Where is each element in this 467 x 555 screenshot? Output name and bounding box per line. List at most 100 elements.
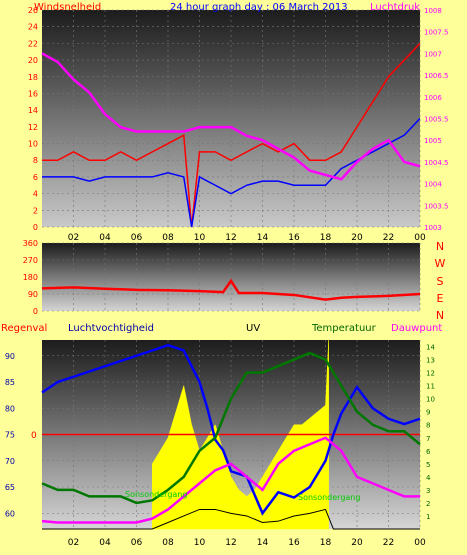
chart1-right-label: Luchtdruk	[370, 2, 420, 13]
chart3-series-dauwpunt	[41, 436, 420, 524]
chart3-x-tick: 04	[99, 538, 111, 548]
chart3-y-left-tick: 70	[5, 457, 15, 466]
chart3-x-tick: 06	[131, 538, 143, 548]
chart3-x-tick: 00	[414, 538, 426, 548]
chart1-y-right-tick: 1007	[424, 50, 442, 58]
chart3-uv-area	[152, 339, 329, 530]
chart3-y-right-tick: 10	[426, 396, 435, 404]
chart3-x-tick: 18	[320, 538, 332, 548]
chart3-x-tick: 14	[257, 538, 269, 548]
chart1-y-right-tick: 1003.5	[424, 202, 449, 210]
chart3-y-right-tick: 4	[426, 474, 431, 482]
chart3-x-tick: 20	[351, 538, 363, 548]
chart1-y-left-tick: 4	[33, 190, 38, 199]
chart1-y-right-tick: 1008	[424, 7, 442, 15]
chart1-y-left-tick: 6	[33, 173, 38, 182]
chart2-direction-label: W	[435, 257, 446, 270]
chart3-series-temperatuur	[41, 351, 421, 505]
chart3-x-ticks: 02 04 06 08 10 12 14 16 18 20 22 00	[68, 538, 426, 548]
chart1-y-left-tick: 10	[28, 140, 38, 149]
chart1-y-right-tick: 1005.5	[424, 116, 449, 124]
chart1-y-right-tick: 1004	[424, 181, 442, 189]
chart3-y-left-tick: 75	[5, 431, 15, 440]
chart3-x-tick: 02	[68, 538, 79, 548]
chart3-annotation-2: Sonsondergang	[298, 493, 360, 502]
chart3-y-left-tick: 80	[5, 404, 15, 413]
chart3-x-tick: 16	[288, 538, 300, 548]
chart1-x-tick: 08	[162, 233, 174, 243]
chart1-x-tick: 18	[320, 233, 332, 243]
chart3-y-right-tick: 6	[426, 448, 431, 456]
chart1-y-left-tick: 22	[28, 39, 38, 48]
chart1-y-left-tick: 14	[28, 106, 38, 115]
chart2-series	[41, 278, 421, 301]
chart3-y-left-tick: 60	[5, 509, 15, 518]
chart1-y-right-ticks: 1003 1003.5 1004 1004.5 1005 1005.5 1006 1006.5…	[424, 7, 449, 232]
chart1-x-tick: 04	[99, 233, 111, 243]
chart2-direction-label: N	[436, 240, 444, 253]
chart3-y-right-tick: 9	[426, 409, 430, 417]
chart1-y-right-tick: 1007.5	[424, 29, 449, 37]
chart1-y-left-tick: 12	[28, 123, 38, 132]
chart1-x-tick: 12	[225, 233, 236, 243]
chart2-y-tick: 360	[23, 239, 38, 248]
chart1-y-left-tick: 18	[28, 73, 38, 82]
chart1-x-tick: 20	[351, 233, 363, 243]
chart3-y-left-tick: 85	[5, 378, 15, 387]
chart2-grid	[42, 242, 421, 312]
chart3-y-right-tick: 14	[426, 344, 435, 352]
chart1-y-left-tick: 26	[28, 6, 38, 15]
chart1-x-tick: 06	[131, 233, 143, 243]
chart3-x-tick: 12	[225, 538, 236, 548]
chart3-y-right-tick: 13	[426, 357, 435, 365]
chart1-x-tick: 10	[194, 233, 206, 243]
chart3-annotation-1: Sonsondergang	[125, 490, 187, 499]
chart3-y-right-tick: 7	[426, 435, 430, 443]
chart2-y-ticks: 360 270 180 90 0	[23, 239, 38, 316]
chart3-y-left-ticks: 60 65 70 75 80 85 90	[5, 352, 15, 519]
chart1-series-line-2	[41, 52, 421, 181]
chart1-x-tick: 16	[288, 233, 300, 243]
chart1-series	[41, 42, 421, 228]
chart1-y-left-tick: 8	[33, 156, 38, 165]
chart1-y-left-tick: 24	[28, 23, 38, 32]
chart1-x-ticks: 02 04 06 08 10 12 14 16 18 20 22 00	[68, 233, 426, 243]
chart3-y-right-tick: 5	[426, 461, 430, 469]
chart3-x-tick: 08	[162, 538, 174, 548]
chart3-label-dauwpunt: Dauwpunt	[391, 323, 442, 334]
chart1-y-left-tick: 16	[28, 89, 38, 98]
chart1-title: 24 hour graph day : 06 March 2013	[170, 2, 348, 13]
chart1-y-left-tick: 2	[33, 206, 38, 215]
chart2-direction-label: N	[436, 309, 444, 322]
chart1-y-right-tick: 1006	[424, 94, 442, 102]
chart1-left-label: Windsnelheid	[34, 2, 101, 13]
chart2-series-line	[41, 278, 421, 301]
chart1-series-line-0	[42, 42, 421, 228]
chart3-y-right-tick: 1	[426, 513, 430, 521]
chart3-series-regenval	[42, 508, 420, 530]
chart3-y-right-tick: 2	[426, 500, 430, 508]
chart1-y-left-tick: 0	[33, 223, 38, 232]
chart2-y-tick: 270	[23, 256, 38, 265]
chart3-y-right-tick: 3	[426, 487, 430, 495]
chart3-y-right-tick: 12	[426, 370, 435, 378]
chart2-direction-label: E	[437, 292, 444, 305]
chart1-x-tick: 14	[257, 233, 269, 243]
chart1-x-tick: 22	[383, 233, 394, 243]
chart1-y-right-tick: 1005	[424, 137, 442, 145]
chart3-y-right-tick: 11	[426, 383, 435, 391]
chart1-y-right-tick: 1003	[424, 224, 442, 232]
chart3-label-temperatuur: Temperatuur	[311, 323, 377, 334]
chart1-series-line-1	[42, 117, 421, 228]
chart1-x-tick: 02	[68, 233, 79, 243]
chart3-y-left-tick: 65	[5, 483, 15, 492]
chart3-y-left-tick: 90	[5, 352, 15, 361]
chart3-y-right-tick: 8	[426, 422, 430, 430]
chart1-y-right-tick: 1004.5	[424, 159, 449, 167]
chart3-series	[41, 339, 421, 530]
chart1-y-right-tick: 1006.5	[424, 72, 449, 80]
